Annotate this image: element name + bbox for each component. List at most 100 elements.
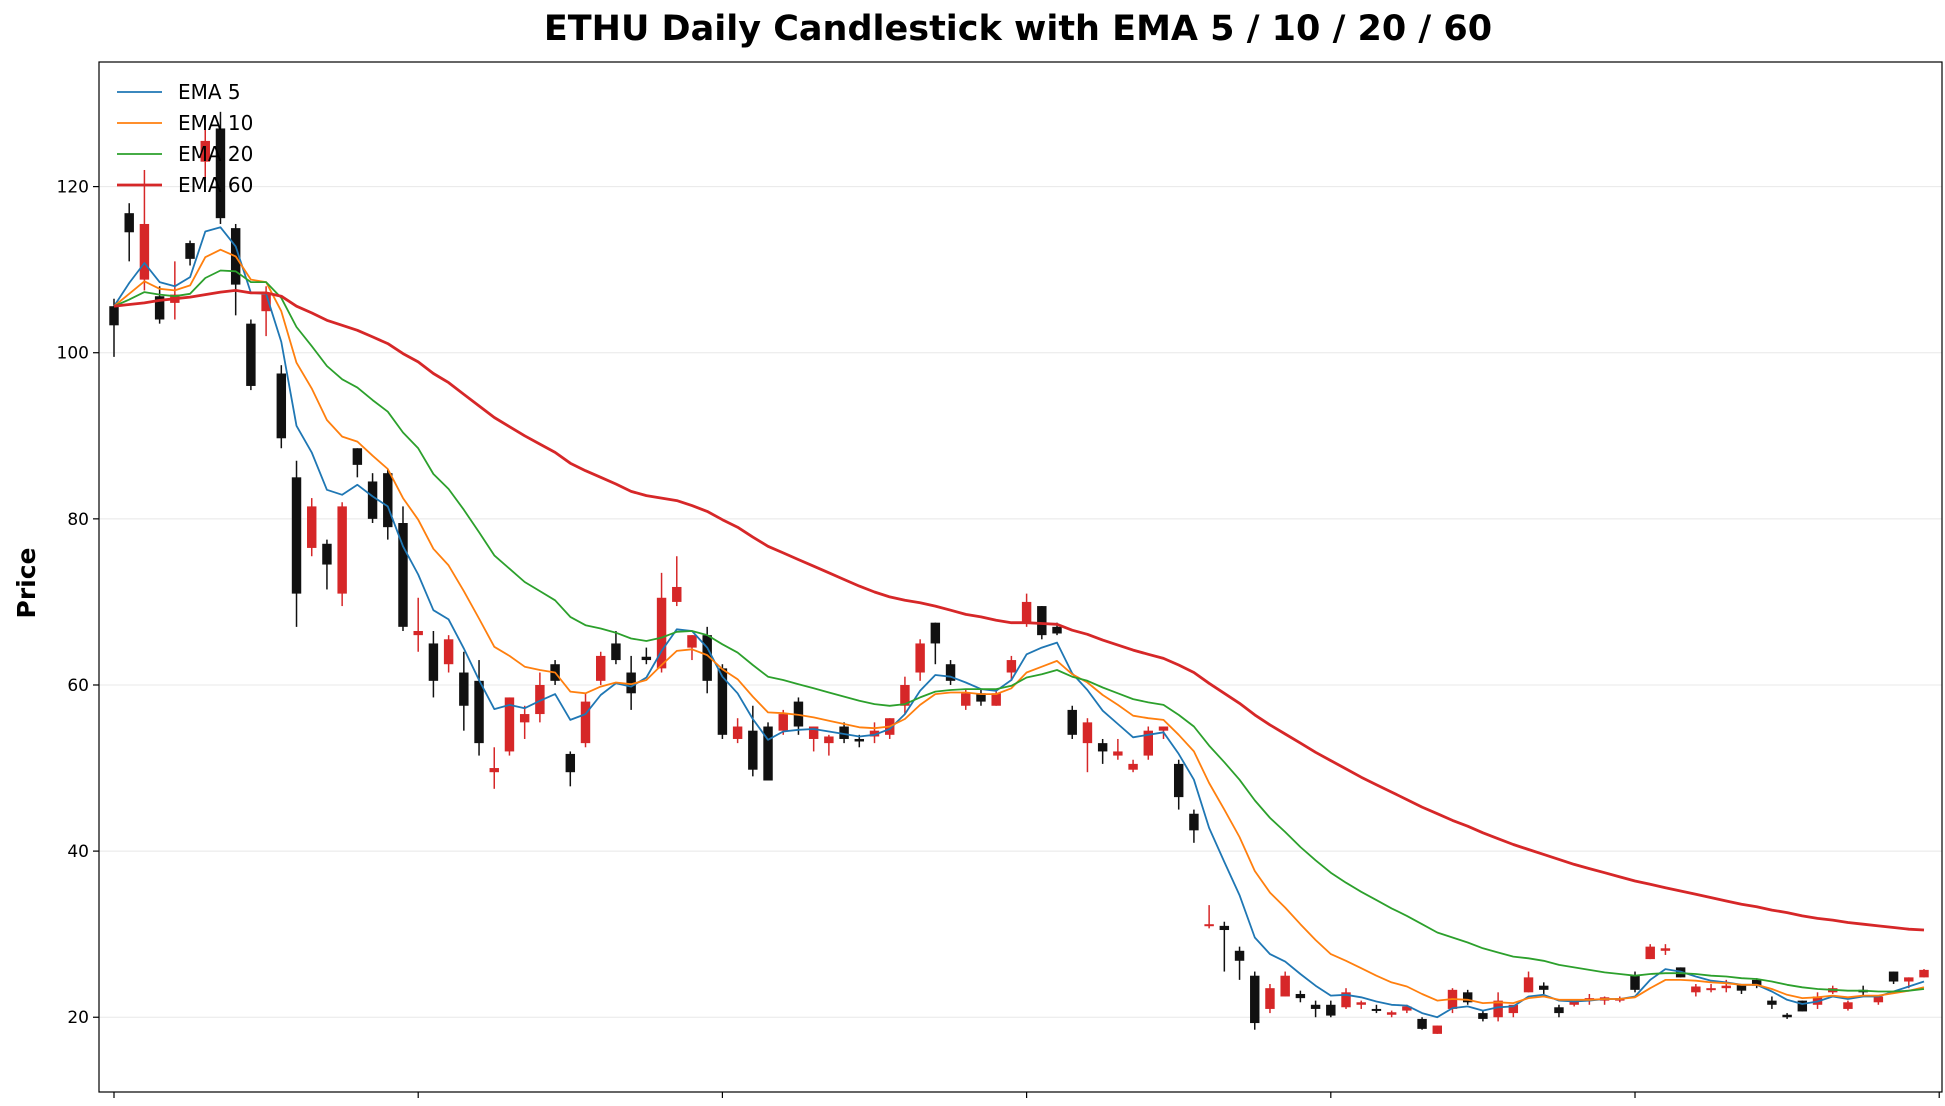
legend-entry: EMA 10 [178,111,253,135]
candle-body [672,586,682,602]
candle-body [1843,1002,1853,1009]
candle-body [1873,996,1884,1003]
candle [1280,971,1290,997]
candle-body [1386,1012,1397,1015]
candle-body [1128,763,1138,770]
candle [1554,1004,1564,1018]
candle-body [763,726,773,781]
candle-body [1371,1008,1382,1011]
candle [945,660,956,685]
candle-body [717,668,728,735]
candle-body [383,473,393,528]
y-tick-label: 20 [67,1008,89,1028]
candle [1599,996,1610,1005]
candle-body [1173,763,1184,798]
candle-body [1751,979,1762,986]
candle [459,651,469,731]
candle [1660,944,1671,955]
plot-frame [98,61,1943,1093]
candle-body [778,714,788,731]
candle [139,169,150,291]
candle-body [307,506,317,548]
candles [109,111,1929,1034]
candle [869,722,880,744]
candle-body [322,543,332,565]
candle-body [1021,601,1032,623]
candle [1417,1017,1427,1030]
candle-body [1052,626,1062,634]
grid [99,186,1942,1018]
candle-body [565,753,576,773]
candle [322,539,332,590]
candle [1432,1025,1442,1034]
candle [1143,726,1154,760]
candle [246,319,256,391]
candle-body [1797,1000,1808,1012]
candle [900,676,910,715]
candle [1113,738,1123,760]
candle [930,622,941,665]
candle-body [1462,992,1473,1003]
candle-body [1767,1000,1777,1005]
candle-body [1067,709,1077,735]
candle-body [1037,606,1047,636]
candle-body [1478,1013,1488,1019]
chart-title: ETHU Daily Candlestick with EMA 5 / 10 /… [544,9,1492,49]
candle [1478,1010,1488,1022]
candle [1341,988,1351,1009]
candle [519,705,530,739]
candle-body [1554,1007,1564,1014]
candle-body [519,714,530,723]
candle-body [961,693,971,706]
candle-body [1569,1001,1579,1005]
candle-body [1782,1014,1792,1018]
candle-body [1493,1000,1503,1018]
candle [1128,759,1138,773]
candle-body [352,448,363,465]
candle-body [1508,1004,1519,1014]
candle-body [474,680,484,744]
candle [1250,971,1260,1030]
ema-line-ema-60 [113,288,1925,932]
legend-entry: EMA 60 [178,173,253,197]
candle-body [808,726,819,739]
candle-body [1691,986,1701,993]
candle-body [246,323,256,386]
legend-entry: EMA 20 [178,142,253,166]
candle-body [276,373,287,439]
candle-body [1630,975,1640,990]
candle-body [900,684,910,706]
y-tick-label: 80 [67,510,89,530]
candle [991,689,1001,706]
candle-body [1919,969,1929,978]
candle-body [1645,946,1655,960]
candle-body [200,140,210,162]
candle-body [124,213,134,233]
candle-body [489,768,499,773]
candle [1462,989,1473,1005]
candle-body [596,655,606,681]
candle-body [1082,722,1093,744]
candle [1082,718,1093,773]
candle-body [367,481,378,519]
candle [672,556,682,607]
y-tick-label: 120 [57,178,89,198]
y-tick-label: 60 [67,676,89,696]
candle [383,469,393,540]
candle-body [915,643,925,673]
candle [215,111,226,224]
candle [489,747,499,789]
candle [276,365,287,449]
candle [915,639,925,681]
candle [976,689,986,706]
candle [1356,1000,1366,1009]
candle [1204,905,1214,929]
candle [1508,1004,1519,1018]
candle [398,506,408,631]
candle-body [1706,988,1716,991]
candle [1067,705,1077,739]
candle [1797,1000,1808,1012]
candle [732,718,743,744]
candle [1006,655,1017,681]
